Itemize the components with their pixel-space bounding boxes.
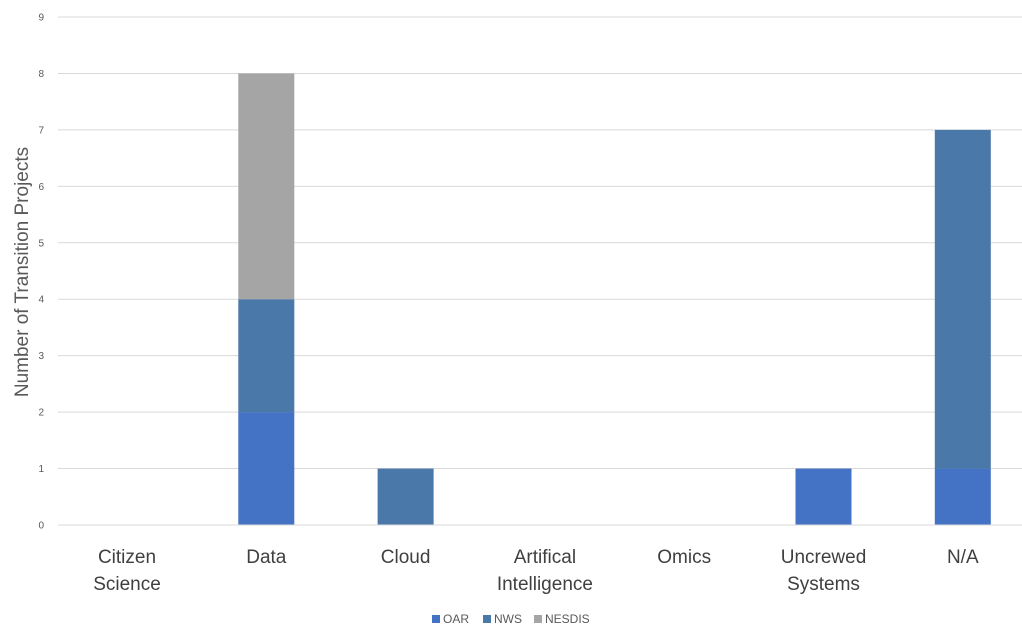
bar-segment-oar: [934, 468, 991, 525]
bar-segment-nesdis: [238, 73, 295, 300]
bars: [238, 73, 991, 525]
bar-segment-oar: [238, 412, 295, 525]
x-category-label: Cloud: [381, 547, 431, 568]
legend-label: NWS: [494, 612, 522, 626]
bar-segment-nws: [238, 299, 295, 413]
y-tick-label: 2: [38, 408, 44, 419]
y-tick-label: 1: [38, 464, 44, 475]
x-category-label: N/A: [947, 547, 979, 568]
legend-swatch: [432, 615, 440, 623]
x-category-label: Uncrewed Systems: [781, 547, 867, 595]
y-tick-label: 7: [38, 125, 44, 136]
x-category-label: Data: [246, 547, 287, 568]
y-tick-label: 6: [38, 182, 44, 193]
legend: OAR NWS NESDIS: [432, 612, 590, 626]
legend-swatch: [483, 615, 491, 623]
y-tick-label: 3: [38, 351, 44, 362]
y-axis-label: Number of Transition Projects: [12, 147, 33, 397]
x-category-label: Artifical Intelligence: [497, 547, 593, 595]
bar-segment-nws: [934, 129, 991, 469]
x-axis-categories: Citizen Science Data Cloud Artifical Intellig…: [93, 547, 979, 595]
y-axis-ticks: 0 1 2 3 4 5 6 7 8 9: [38, 13, 44, 532]
x-category-label: Omics: [657, 547, 711, 568]
x-category-label: Citizen Science: [93, 547, 161, 595]
legend-label: OAR: [443, 612, 469, 626]
bar-segment-nws: [377, 468, 434, 525]
bar-segment-oar: [795, 468, 852, 525]
y-tick-label: 5: [38, 238, 44, 249]
gridlines: [58, 16, 1022, 470]
y-tick-label: 9: [38, 13, 44, 24]
y-tick-label: 0: [38, 521, 44, 532]
legend-label: NESDIS: [545, 612, 590, 626]
y-tick-label: 4: [38, 295, 44, 306]
legend-swatch: [534, 615, 542, 623]
y-tick-label: 8: [38, 69, 44, 80]
